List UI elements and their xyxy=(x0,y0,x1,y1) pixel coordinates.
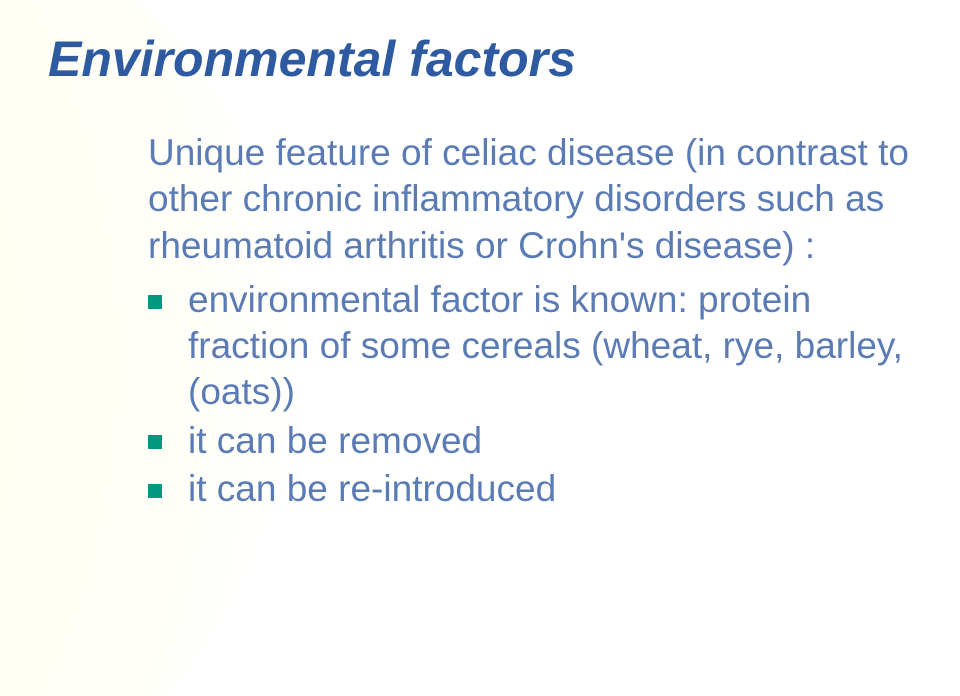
slide-content: Environmental factors Unique feature of … xyxy=(0,0,960,512)
slide-title: Environmental factors xyxy=(48,30,940,88)
list-item: it can be re-introduced xyxy=(148,466,940,512)
bullet-list: environmental factor is known: protein f… xyxy=(148,277,940,512)
list-item: it can be removed xyxy=(148,418,940,464)
list-item: environmental factor is known: protein f… xyxy=(148,277,940,416)
slide-intro: Unique feature of celiac disease (in con… xyxy=(148,130,940,269)
